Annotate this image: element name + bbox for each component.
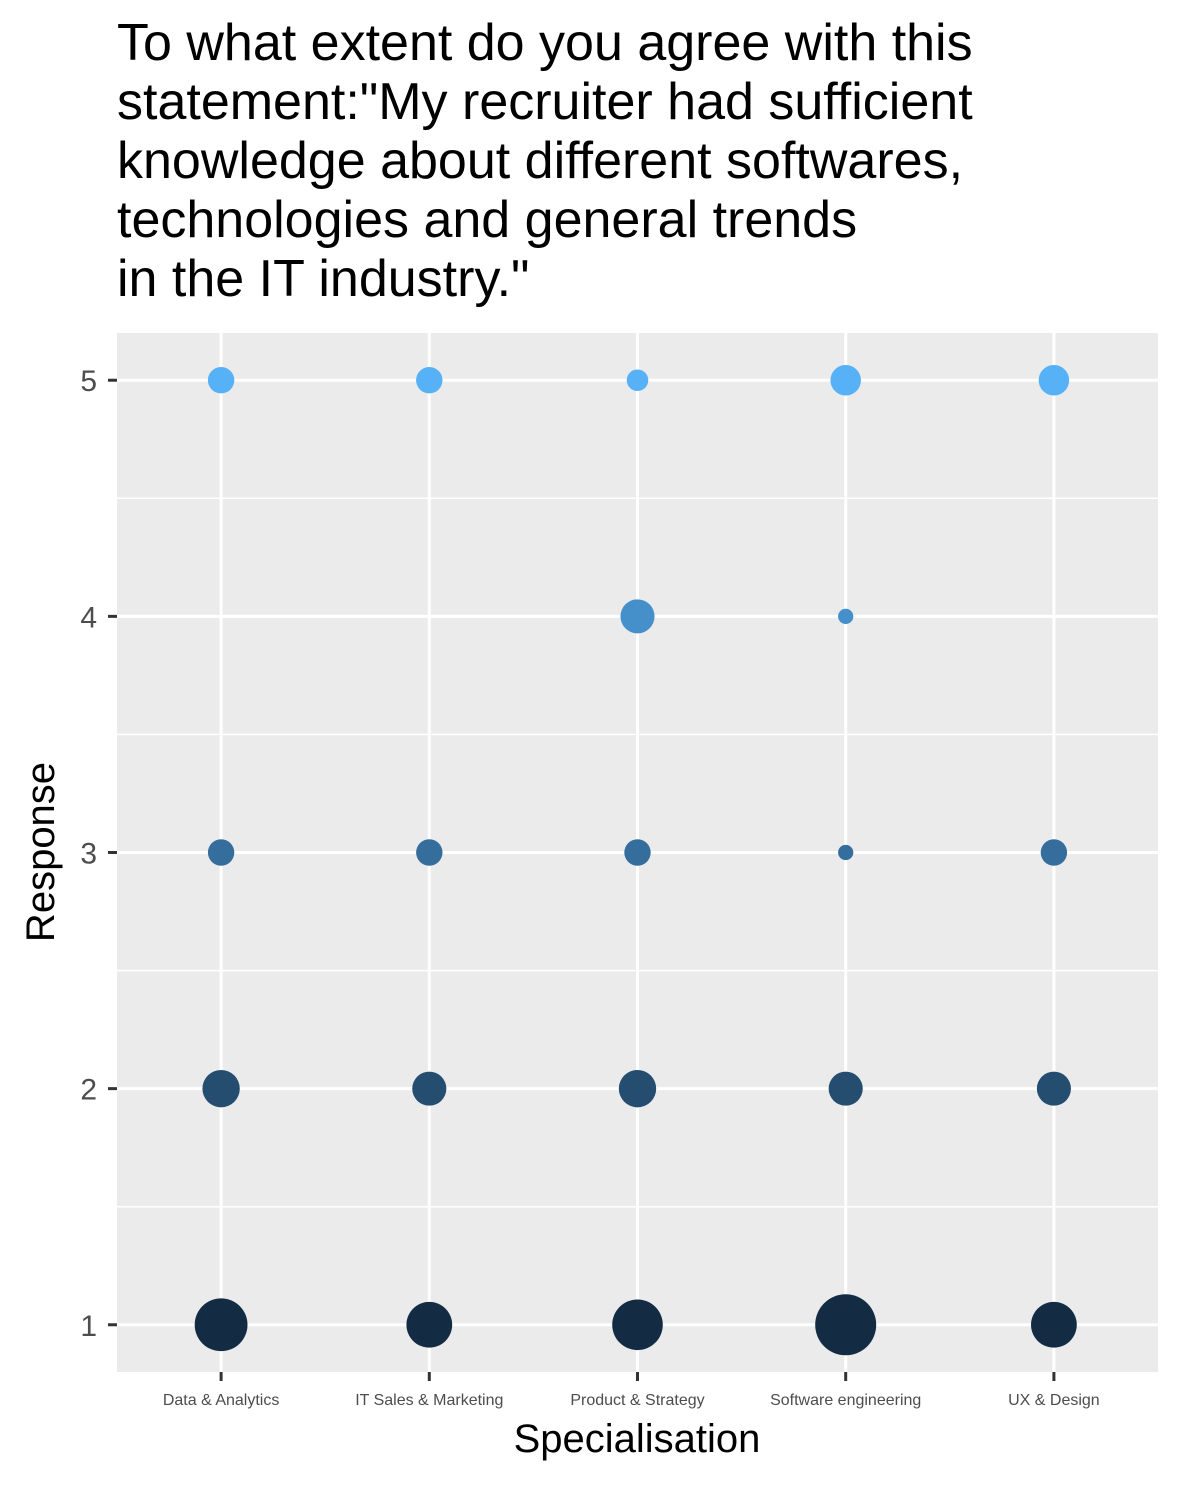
data-point bbox=[626, 369, 649, 392]
x-tick-label: Data & Analytics bbox=[163, 1392, 280, 1409]
data-point bbox=[207, 367, 235, 394]
data-points bbox=[194, 364, 1077, 1356]
data-point bbox=[830, 364, 861, 396]
data-point bbox=[416, 367, 443, 394]
data-point bbox=[838, 844, 854, 861]
data-point bbox=[612, 1299, 663, 1351]
y-axis-title: Response bbox=[19, 762, 63, 942]
data-point bbox=[207, 839, 235, 866]
x-tick-label: Product & Strategy bbox=[570, 1392, 704, 1409]
y-tick-label: 2 bbox=[80, 1074, 97, 1107]
data-point bbox=[406, 1301, 453, 1348]
x-tick-label: Software engineering bbox=[770, 1392, 921, 1409]
x-axis: Data & Analytics IT Sales & Marketing Prod… bbox=[163, 1372, 1100, 1409]
data-point bbox=[1036, 1071, 1071, 1106]
y-tick-label: 4 bbox=[80, 601, 97, 634]
y-tick-label: 1 bbox=[80, 1310, 97, 1343]
data-point bbox=[620, 599, 655, 634]
data-point bbox=[828, 1071, 863, 1106]
chart-title: To what extent do you agree with this st… bbox=[117, 14, 973, 308]
data-point bbox=[1040, 839, 1068, 866]
data-point bbox=[815, 1294, 877, 1356]
data-point bbox=[1031, 1301, 1077, 1348]
y-axis: 1 2 3 4 5 bbox=[80, 365, 117, 1343]
data-point bbox=[194, 1298, 248, 1352]
y-tick-label: 3 bbox=[80, 838, 97, 871]
x-axis-title: Specialisation bbox=[514, 1417, 761, 1461]
data-point bbox=[416, 839, 443, 866]
data-point bbox=[618, 1069, 657, 1108]
data-point bbox=[838, 608, 854, 624]
x-tick-label: IT Sales & Marketing bbox=[355, 1392, 503, 1409]
data-point bbox=[202, 1069, 240, 1108]
data-point bbox=[624, 839, 651, 866]
x-tick-label: UX & Design bbox=[1008, 1392, 1100, 1409]
data-point bbox=[412, 1071, 447, 1106]
data-point bbox=[1038, 364, 1070, 396]
y-tick-label: 5 bbox=[80, 365, 97, 398]
